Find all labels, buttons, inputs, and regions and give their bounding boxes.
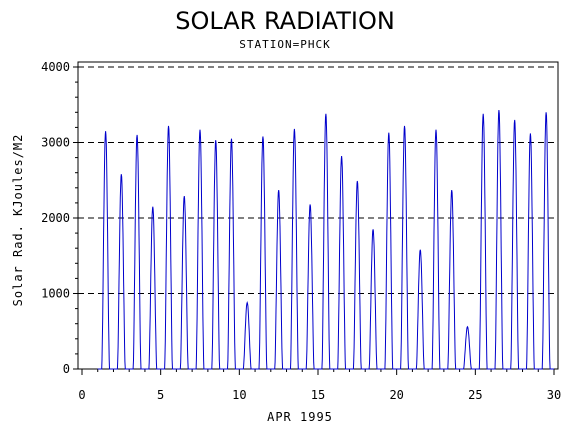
x-tick-label: 5 [157,388,164,402]
grid-lines [78,66,558,294]
y-tick-label: 1000 [41,287,70,301]
x-tick-label: 15 [311,388,325,402]
x-tick-label: 0 [78,388,85,402]
y-axis: 0 1000 2000 3000 4000 [41,60,78,376]
solar-radiation-series-line [97,109,554,370]
y-axis-label: Solar Rad. KJoules/M2 [11,134,25,307]
y-tick-label: 2000 [41,211,70,225]
y-tick-label: 0 [63,362,70,376]
x-axis-label: APR 1995 [267,410,333,424]
x-tick-label: 10 [232,388,246,402]
chart-title: SOLAR RADIATION [175,7,395,35]
x-tick-label: 30 [547,388,561,402]
y-tick-label: 4000 [41,60,70,74]
x-tick-label: 20 [389,388,403,402]
x-tick-label: 25 [468,388,482,402]
x-axis: 0 5 10 15 20 25 30 [78,369,561,402]
y-tick-label: 3000 [41,136,70,150]
chart-subtitle: STATION=PHCK [239,38,330,51]
